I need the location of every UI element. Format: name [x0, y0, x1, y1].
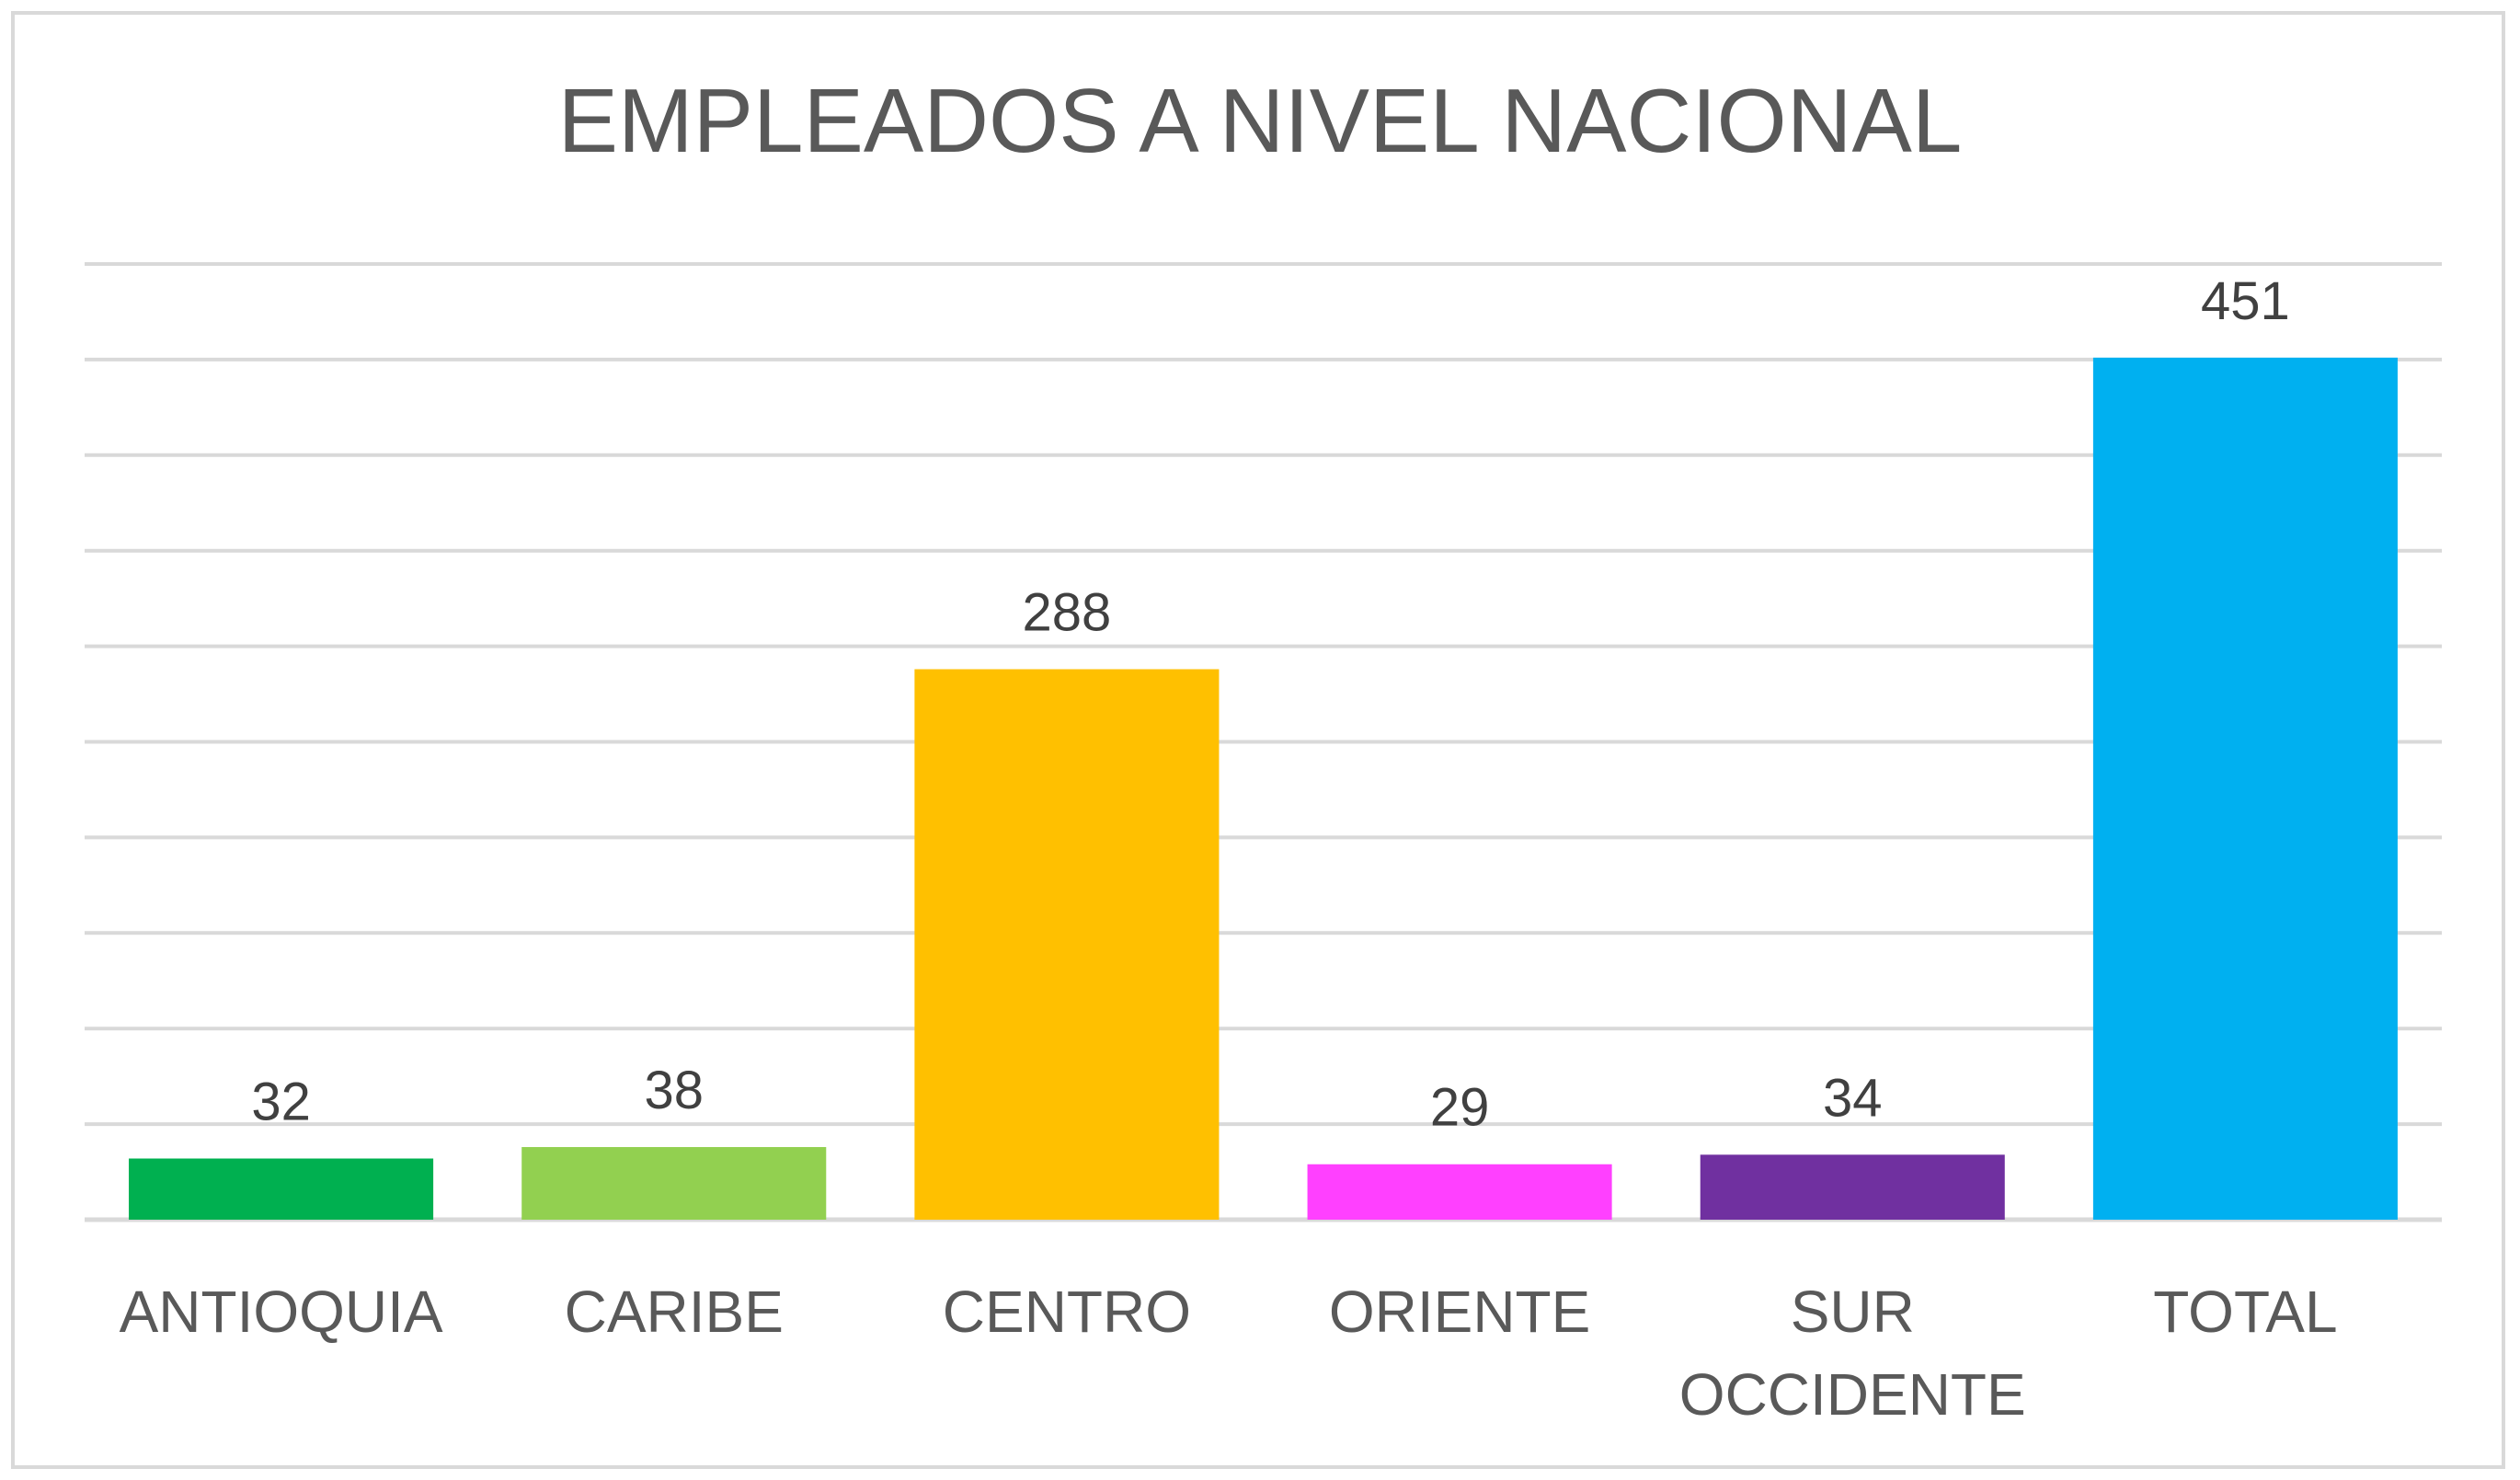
category-label: SUR OCCIDENTE — [1679, 1279, 2026, 1428]
category-label: ANTIOQUIA — [120, 1279, 443, 1345]
data-label: 34 — [1823, 1068, 1883, 1128]
data-label: 451 — [2201, 271, 2290, 331]
data-label: 288 — [1023, 583, 1112, 643]
bars — [129, 357, 2398, 1220]
category-labels: ANTIOQUIA CARIBE CENTRO ORIENTE SUR OCCIDENTE… — [120, 1279, 2338, 1428]
bar — [1700, 1154, 2005, 1220]
category-label: CARIBE — [565, 1279, 784, 1345]
category-label: ORIENTE — [1329, 1279, 1590, 1345]
bar — [1307, 1164, 1612, 1220]
category-label: CENTRO — [943, 1279, 1191, 1345]
gridlines — [85, 262, 2442, 1222]
chart-title: EMPLEADOS A NIVEL NACIONAL — [558, 70, 1963, 171]
data-label: 29 — [1430, 1078, 1490, 1138]
bar — [129, 1158, 434, 1220]
data-label: 38 — [644, 1061, 704, 1120]
bar — [2092, 357, 2398, 1220]
bar — [521, 1147, 827, 1220]
category-label: TOTAL — [2153, 1279, 2337, 1345]
data-label: 32 — [251, 1073, 311, 1132]
bar — [914, 669, 1220, 1220]
data-labels: 32 38 288 29 34 451 — [251, 271, 2289, 1138]
